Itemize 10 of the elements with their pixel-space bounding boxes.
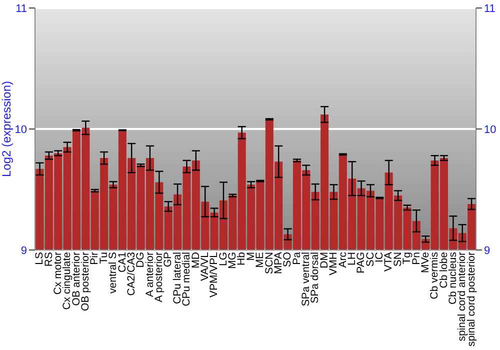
y-axis-title: Log2 (expression) bbox=[0, 80, 14, 178]
x-tick-label: MVe bbox=[419, 252, 432, 274]
y-tick-label: 11 bbox=[16, 2, 27, 15]
x-tick-label: Tg bbox=[401, 252, 414, 264]
y-tick-label: 9 bbox=[20, 244, 27, 257]
y-tick-label: 10 bbox=[14, 124, 27, 136]
y2-tick-label: 9 bbox=[484, 244, 490, 257]
y2-tick-label: 10 bbox=[484, 124, 496, 136]
x-tick-label: Cb lobe bbox=[438, 252, 450, 288]
y2-tick-label: 11 bbox=[484, 2, 496, 15]
